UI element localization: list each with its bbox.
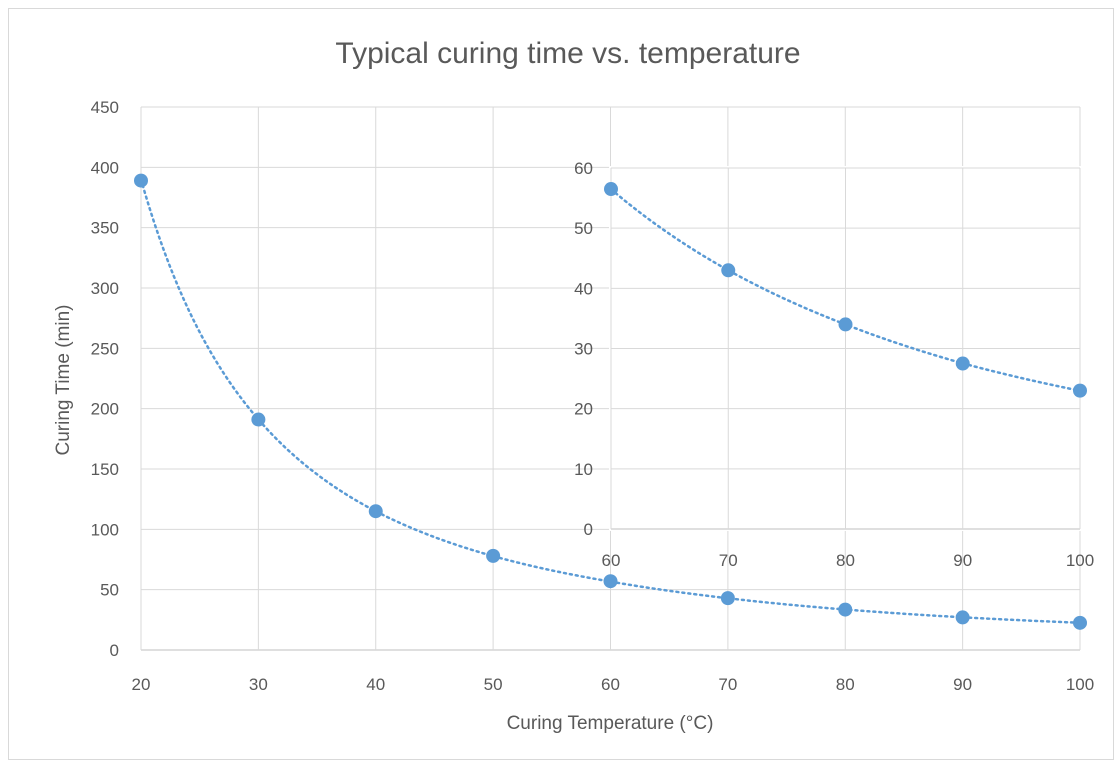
inset-y-tick-label: 40: [574, 279, 593, 298]
inset-data-point: [604, 182, 618, 197]
main-data-point: [368, 504, 383, 519]
inset-y-tick-label: 50: [574, 219, 593, 238]
inset-series: [604, 182, 1087, 398]
inset-y-tick-labels: 0 10 20 30 40 50 60: [574, 159, 593, 539]
inset-x-tick-label: 70: [719, 551, 738, 570]
main-x-tick-label: 80: [836, 675, 855, 694]
inset-y-tick-label: 30: [574, 340, 593, 359]
main-x-tick-label: 40: [366, 675, 385, 694]
main-data-point: [251, 412, 266, 427]
main-x-tick-label: 60: [601, 675, 620, 694]
main-y-tick-label: 0: [110, 641, 119, 660]
main-y-tick-labels: 0 50 100 150 200 250 300 350 400 450: [91, 98, 119, 660]
inset-data-point: [955, 356, 970, 371]
main-x-tick-label: 100: [1066, 675, 1094, 694]
main-data-point: [720, 591, 735, 606]
inset-data-point: [1073, 383, 1087, 398]
inset-data-point: [721, 263, 736, 278]
main-x-tick-label: 90: [953, 675, 972, 694]
inset-x-tick-labels: 60 70 80 90 100: [602, 551, 1095, 570]
inset-x-tick-label: 90: [953, 551, 972, 570]
main-y-tick-label: 300: [91, 279, 119, 298]
main-data-point: [838, 602, 853, 617]
inset-x-tick-label: 60: [602, 551, 621, 570]
main-series: [134, 173, 1087, 630]
main-data-point: [1073, 615, 1087, 630]
inset-y-tick-label: 60: [574, 159, 593, 178]
inset-plot-grid: [610, 167, 1081, 530]
inset-x-tick-label: 80: [836, 551, 855, 570]
main-y-tick-label: 350: [91, 219, 119, 238]
main-y-tick-label: 400: [91, 158, 119, 177]
chart-title: Typical curing time vs. temperature: [335, 37, 800, 70]
main-data-point: [955, 610, 970, 625]
main-y-tick-label: 250: [91, 339, 119, 358]
inset-data-point: [838, 317, 853, 332]
inset-y-tick-label: 0: [584, 520, 593, 539]
main-data-point: [134, 173, 148, 188]
main-y-tick-label: 100: [91, 520, 119, 539]
main-y-tick-label: 150: [91, 460, 119, 479]
main-data-point: [486, 548, 501, 563]
main-x-tick-label: 50: [484, 675, 503, 694]
main-x-tick-label: 20: [132, 675, 151, 694]
inset-y-tick-label: 10: [574, 460, 593, 479]
main-data-point: [603, 574, 618, 589]
inset-y-tick-label: 20: [574, 400, 593, 419]
y-axis-label: Curing Time (min): [53, 305, 74, 456]
inset-x-tick-label: 100: [1066, 551, 1094, 570]
x-axis-label: Curing Temperature (°C): [507, 713, 714, 734]
main-x-tick-label: 30: [249, 675, 268, 694]
main-y-tick-label: 450: [91, 98, 119, 117]
main-x-tick-label: 70: [718, 675, 737, 694]
main-y-tick-label: 50: [100, 581, 119, 600]
main-y-tick-label: 200: [91, 400, 119, 419]
main-x-tick-labels: 20 30 40 50 60 70 80 90 100: [132, 675, 1095, 694]
